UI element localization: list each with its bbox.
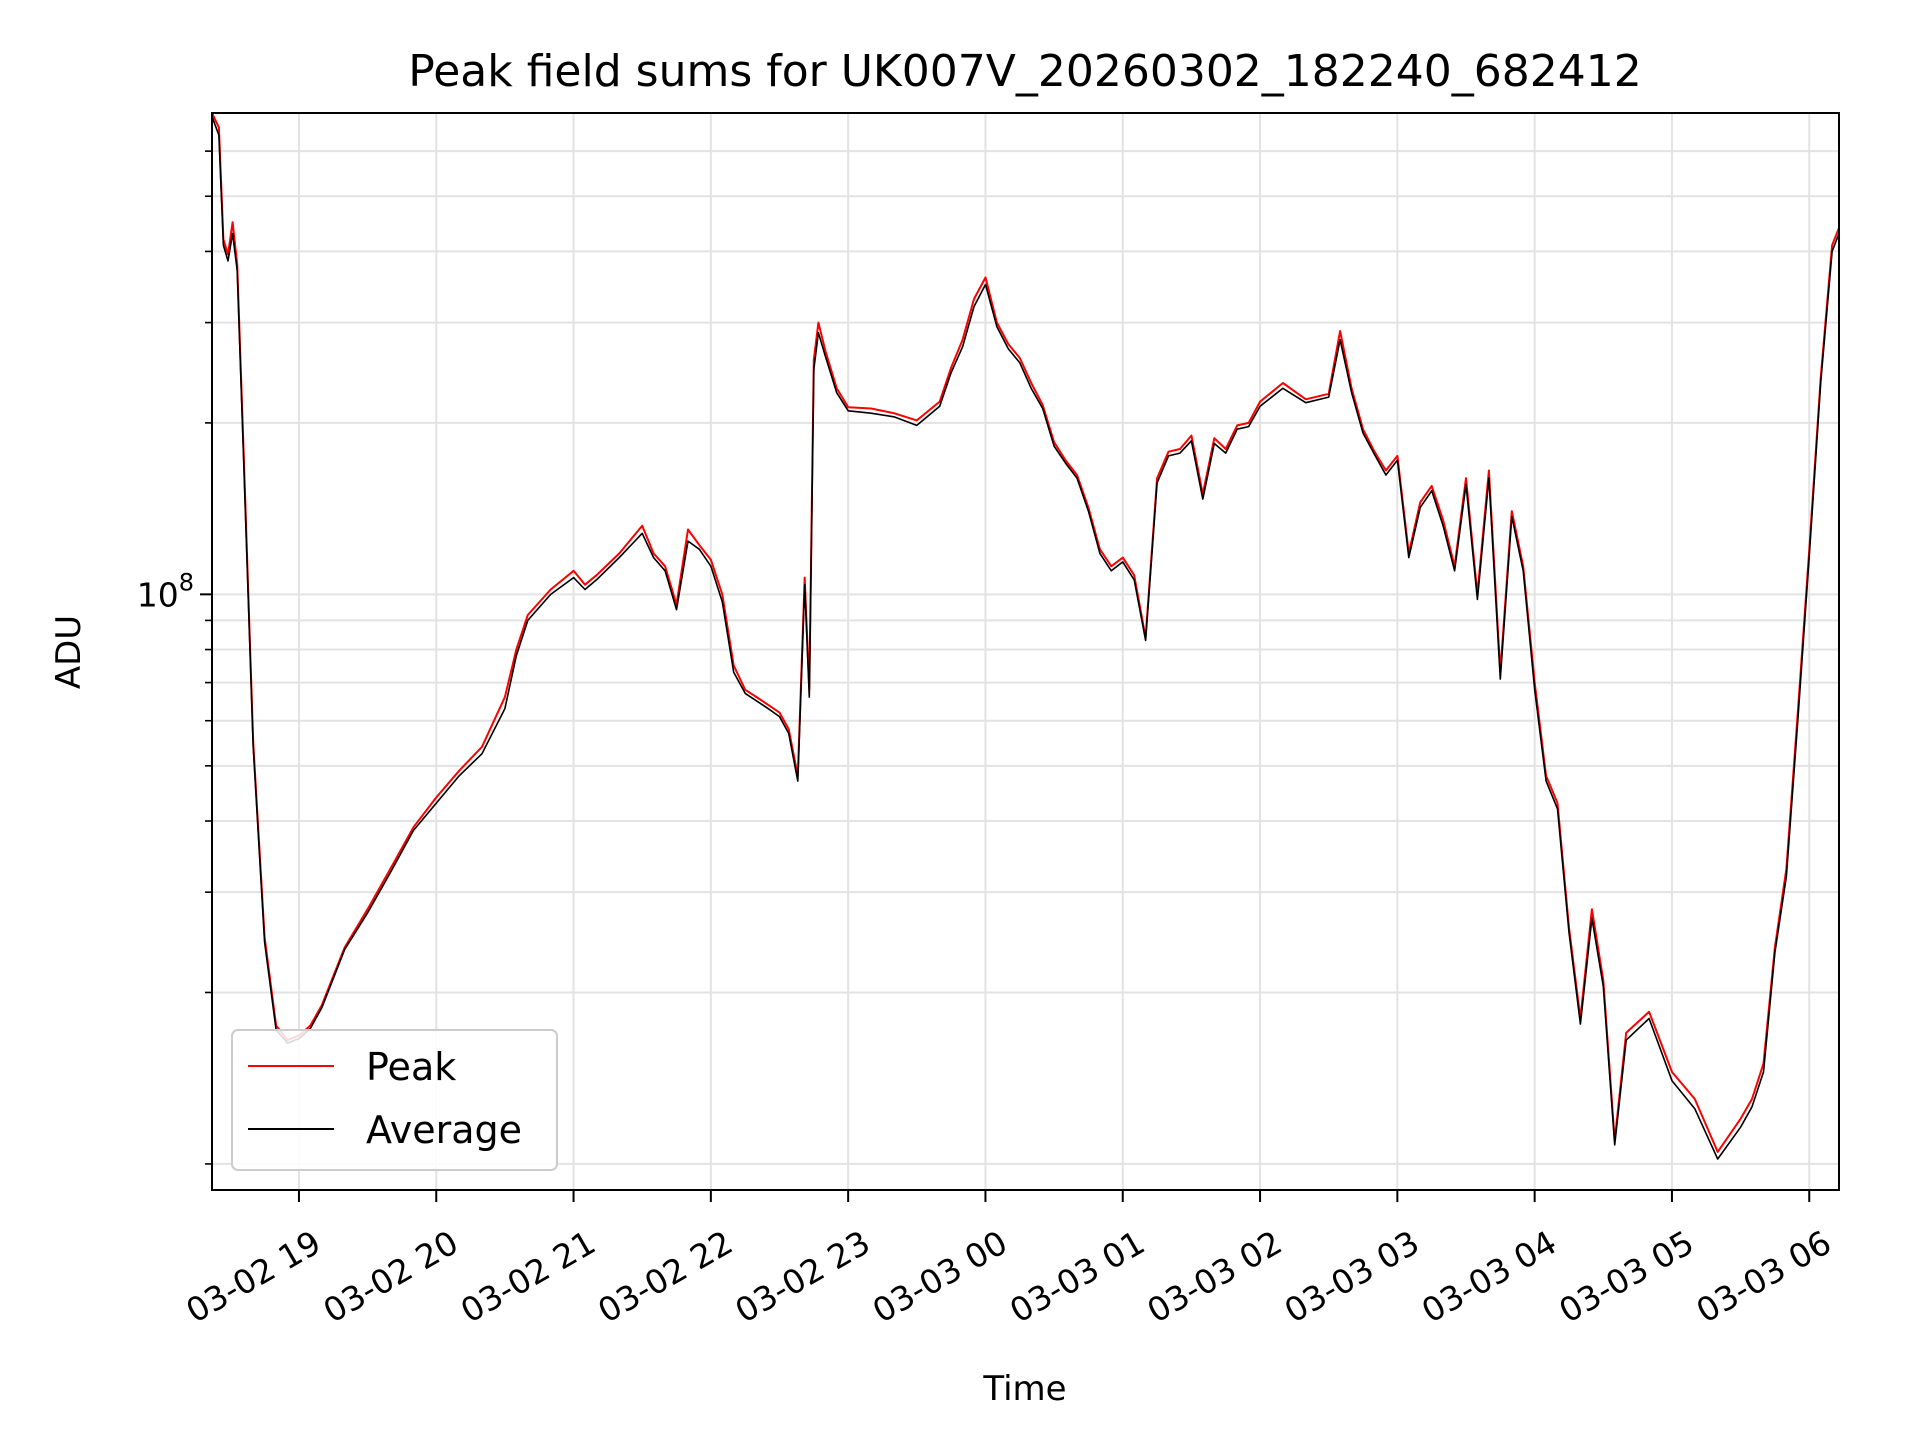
- x-tick-label: 03-03 05: [1552, 1223, 1700, 1331]
- series-lines: [211, 112, 1840, 1160]
- x-tick-label: 03-02 21: [454, 1223, 602, 1331]
- legend-label-average: Average: [366, 1108, 522, 1152]
- grid: [212, 113, 1839, 1190]
- series-line-average: [211, 116, 1840, 1160]
- x-axis-label: Time: [982, 1369, 1066, 1409]
- x-tick-label: 03-02 19: [179, 1223, 327, 1331]
- x-tick-label: 03-03 02: [1140, 1223, 1288, 1331]
- x-tick-label: 03-02 23: [729, 1223, 877, 1331]
- legend: Peak Average: [231, 1029, 558, 1171]
- y-axis-label: ADU: [49, 615, 89, 689]
- x-tick-label: 03-03 06: [1690, 1223, 1838, 1331]
- chart-title: Peak field sums for UK007V_20260302_1822…: [408, 46, 1641, 97]
- y-axis-ticks: 108: [137, 150, 212, 1165]
- x-tick-label: 03-03 03: [1278, 1223, 1426, 1331]
- x-tick-label: 03-03 04: [1415, 1223, 1563, 1331]
- series-line-peak: [211, 112, 1840, 1153]
- x-tick-label: 03-03 00: [866, 1223, 1014, 1331]
- legend-label-peak: Peak: [366, 1045, 456, 1089]
- y-tick-label: 108: [137, 568, 194, 614]
- y-tick-label-exponent: 8: [179, 568, 194, 596]
- x-tick-label: 03-02 20: [317, 1223, 465, 1331]
- plot-frame: [211, 112, 1840, 1191]
- x-tick-label: 03-03 01: [1003, 1223, 1151, 1331]
- y-tick-label-base: 10: [137, 575, 179, 614]
- x-tick-label: 03-02 22: [591, 1223, 739, 1331]
